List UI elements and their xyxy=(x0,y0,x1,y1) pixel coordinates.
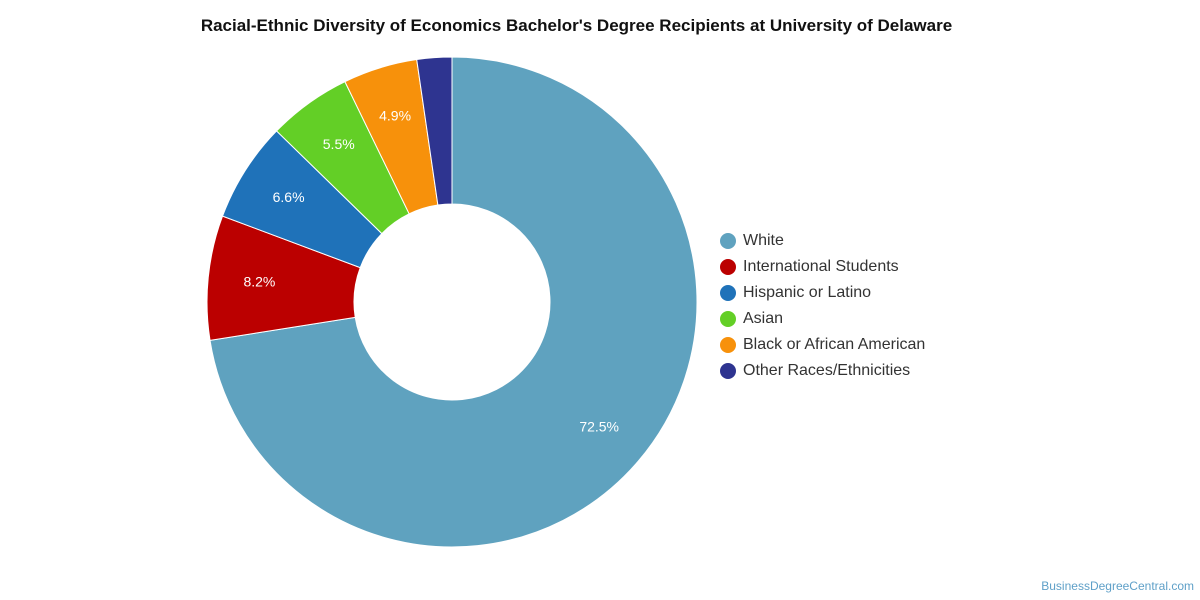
slice-label: 4.9% xyxy=(379,108,411,124)
slice-white[interactable] xyxy=(209,56,698,548)
legend-marker-icon xyxy=(720,311,736,327)
legend-item[interactable]: Other Races/Ethnicities xyxy=(720,358,925,384)
legend-label: International Students xyxy=(743,258,899,275)
legend-marker-icon xyxy=(720,259,736,275)
legend-label: Other Races/Ethnicities xyxy=(743,362,911,379)
slice-other-races-ethnicities[interactable] xyxy=(416,56,453,206)
legend-marker-icon xyxy=(720,337,736,353)
legend-label: Hispanic or Latino xyxy=(743,284,872,301)
legend-label: Black or African American xyxy=(743,336,926,353)
legend-label: Asian xyxy=(743,310,784,327)
chart-title: Racial-Ethnic Diversity of Economics Bac… xyxy=(200,16,953,35)
legend-item[interactable]: International Students xyxy=(720,254,925,280)
legend-item[interactable]: Asian xyxy=(720,306,925,332)
legend-marker-icon xyxy=(720,363,736,379)
legend-marker-icon xyxy=(720,233,736,249)
legend: White International Students Hispanic or L… xyxy=(720,228,925,384)
slice-label: 6.6% xyxy=(273,189,305,205)
legend-marker-icon xyxy=(720,285,736,301)
slice-label: 8.2% xyxy=(243,273,275,289)
slice-label: 72.5% xyxy=(579,418,619,434)
legend-label: White xyxy=(743,232,784,249)
source-credit: BusinessDegreeCentral.com xyxy=(1041,579,1194,593)
legend-item[interactable]: White xyxy=(720,228,925,254)
legend-item[interactable]: Black or African American xyxy=(720,332,925,358)
legend-item[interactable]: Hispanic or Latino xyxy=(720,280,925,306)
slice-label: 5.5% xyxy=(323,136,355,152)
